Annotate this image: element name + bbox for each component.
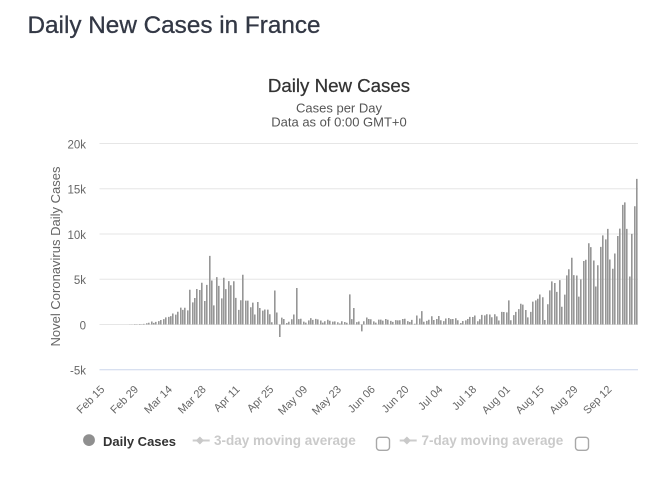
svg-text:0: 0 — [80, 320, 86, 332]
svg-text:-5k: -5k — [70, 366, 86, 378]
svg-text:Daily Cases: Daily Cases — [103, 434, 176, 449]
svg-text:15k: 15k — [67, 185, 86, 197]
svg-text:5k: 5k — [74, 275, 86, 287]
svg-text:10k: 10k — [67, 230, 86, 242]
svg-text:3-day moving average: 3-day moving average — [214, 433, 356, 448]
svg-text:Daily New Cases in France: Daily New Cases in France — [28, 12, 321, 39]
svg-text:Daily New Cases: Daily New Cases — [268, 75, 410, 96]
svg-text:Novel Coronavirus Daily Cases: Novel Coronavirus Daily Cases — [48, 166, 63, 346]
svg-text:Data as of 0:00 GMT+0: Data as of 0:00 GMT+0 — [271, 115, 406, 130]
svg-text:7-day moving average: 7-day moving average — [422, 433, 564, 448]
svg-text:Cases per Day: Cases per Day — [296, 101, 382, 116]
svg-text:20k: 20k — [67, 139, 86, 151]
